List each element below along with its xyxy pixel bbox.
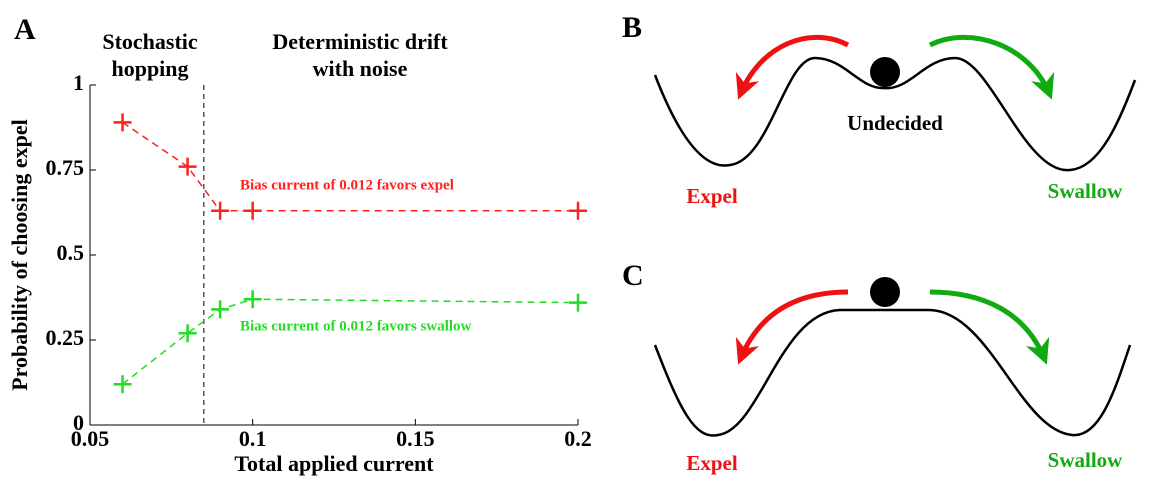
- arrow: [740, 292, 848, 360]
- state-label: Swallow: [1048, 179, 1124, 203]
- point-marker: [114, 375, 132, 393]
- panel-label: C: [622, 259, 644, 292]
- x-tick-label: 0.05: [71, 426, 110, 451]
- potential-curve: [655, 310, 1130, 436]
- figure: B Undecided Expel Swallow C Expel Swallo…: [0, 0, 1157, 477]
- point-marker: [244, 202, 262, 220]
- state-label: Expel: [686, 451, 738, 475]
- y-tick-label: 0.25: [46, 325, 85, 350]
- point-marker: [244, 290, 262, 308]
- region-annotation: hopping: [111, 56, 188, 81]
- x-tick-label: 0.15: [396, 426, 435, 451]
- point-marker: [179, 324, 197, 342]
- point-marker: [569, 294, 587, 312]
- y-axis-label: Probability of choosing expel: [7, 119, 32, 391]
- state-label: Expel: [686, 184, 738, 208]
- series-label: Bias current of 0.012 favors swallow: [240, 318, 472, 334]
- point-marker: [114, 113, 132, 131]
- arrow: [740, 37, 848, 95]
- y-tick-label: 0.75: [46, 155, 85, 180]
- point-marker: [179, 158, 197, 176]
- ball: [870, 57, 900, 87]
- region-annotation: Stochastic: [102, 29, 198, 54]
- ball: [870, 277, 900, 307]
- x-axis-label: Total applied current: [234, 451, 434, 476]
- series-line: [123, 299, 578, 384]
- y-tick-label: 1: [73, 70, 84, 95]
- series-label: Bias current of 0.012 favors expel: [240, 177, 454, 193]
- state-label: Swallow: [1048, 448, 1124, 472]
- panel-label: A: [14, 13, 36, 46]
- point-marker: [211, 202, 229, 220]
- state-label: Undecided: [847, 111, 943, 135]
- point-marker: [211, 300, 229, 318]
- y-tick-label: 0.5: [57, 240, 85, 265]
- point-marker: [569, 202, 587, 220]
- region-annotation: with noise: [313, 56, 408, 81]
- x-tick-label: 0.2: [564, 426, 592, 451]
- panel-label: B: [622, 11, 642, 44]
- region-annotation: Deterministic drift: [272, 29, 448, 54]
- x-tick-label: 0.1: [239, 426, 267, 451]
